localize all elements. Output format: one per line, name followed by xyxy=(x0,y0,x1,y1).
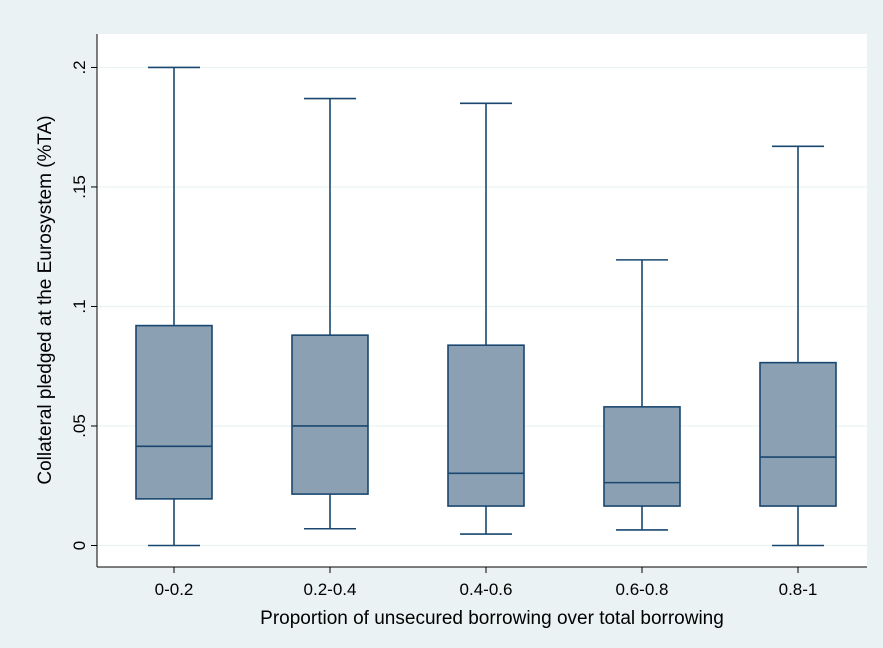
box-iqr xyxy=(291,334,369,495)
box-0.8-1 xyxy=(759,145,837,547)
y-tick-label: .15 xyxy=(70,175,89,199)
y-tick-label: .2 xyxy=(70,60,89,74)
x-tick-label: 0.4-0.6 xyxy=(460,580,513,599)
box-0.4-0.6 xyxy=(447,102,525,535)
y-tick-label: .05 xyxy=(70,414,89,438)
y-ticks: 0 .05 .1 .15 .2 xyxy=(70,60,97,550)
x-tick-label: 0-0.2 xyxy=(155,580,194,599)
y-tick-label: 0 xyxy=(70,541,89,550)
x-ticks: 0-0.2 0.2-0.4 0.4-0.6 0.6-0.8 0.8-1 xyxy=(155,567,818,599)
x-tick-label: 0.8-1 xyxy=(779,580,818,599)
x-axis-label: Proportion of unsecured borrowing over t… xyxy=(260,608,724,629)
box-0-0.2 xyxy=(135,66,213,547)
box-iqr xyxy=(135,324,213,500)
box-iqr xyxy=(603,406,681,507)
axes xyxy=(96,34,867,568)
x-tick-label: 0.6-0.8 xyxy=(616,580,669,599)
box-0.6-0.8 xyxy=(603,259,681,531)
y-axis-label: Collateral pledged at the Eurosystem (%T… xyxy=(35,115,56,484)
box-series xyxy=(135,66,837,547)
box-iqr xyxy=(759,361,837,507)
x-tick-label: 0.2-0.4 xyxy=(304,580,357,599)
y-tick-label: .1 xyxy=(70,299,89,313)
box-0.2-0.4 xyxy=(291,97,369,530)
gridlines xyxy=(97,66,867,547)
box-iqr xyxy=(447,344,525,507)
